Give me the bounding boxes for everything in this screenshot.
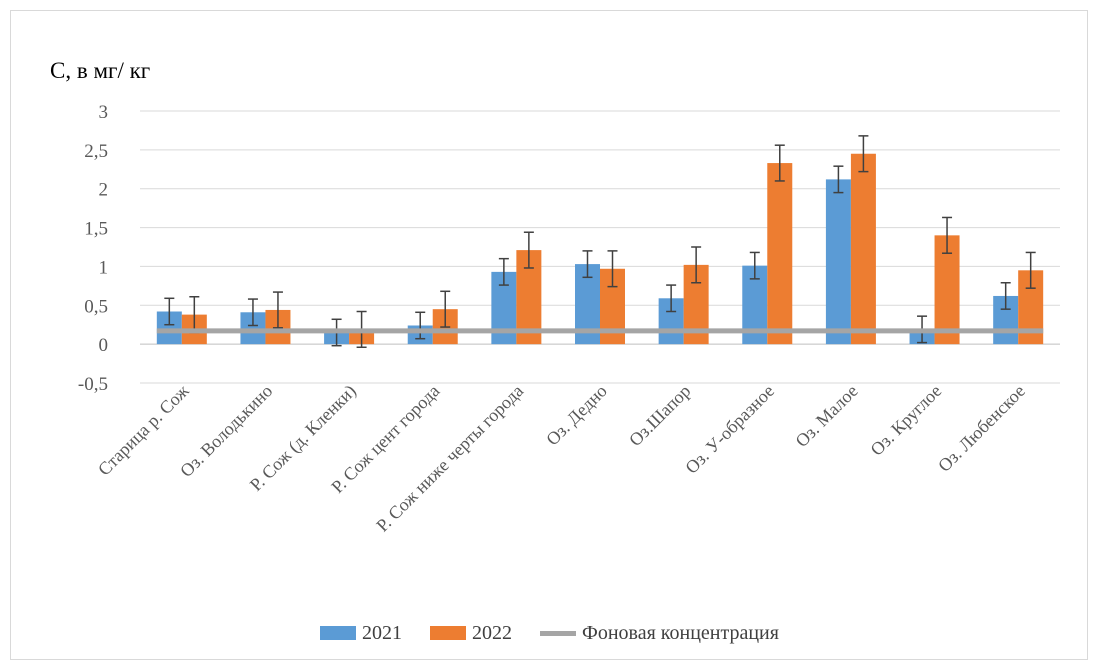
legend-item-2021: 2021 xyxy=(320,622,402,645)
error-bar-2022 xyxy=(440,290,451,328)
error-bar-2022 xyxy=(272,291,283,329)
y-tick-label: 1 xyxy=(99,257,109,278)
error-bar-2021 xyxy=(247,298,258,327)
error-bars xyxy=(164,135,1036,349)
y-axis-ticks: -0,5 0 0,5 1 1,5 2 2,5 3 xyxy=(78,102,108,395)
error-bar-2021 xyxy=(1000,281,1011,310)
y-tick-label: 2 xyxy=(99,180,109,201)
error-bar-2021 xyxy=(833,165,844,194)
legend-item-2022: 2022 xyxy=(430,622,512,645)
error-bar-2021 xyxy=(415,311,426,340)
bars xyxy=(156,153,1044,345)
y-tick-label: 3 xyxy=(99,102,109,123)
error-bar-2021 xyxy=(582,250,593,279)
y-tick-label: 0,5 xyxy=(84,296,108,317)
error-bar-2021 xyxy=(749,251,760,280)
bar-2022 xyxy=(850,153,876,345)
error-bar-2022 xyxy=(691,246,702,284)
error-bar-2021 xyxy=(498,257,509,286)
x-tick-label: Оз. У-образное xyxy=(681,381,778,478)
y-tick-label: 1,5 xyxy=(84,219,108,240)
bar-2021 xyxy=(825,179,851,345)
y-axis-title: С, в мг/ кг xyxy=(50,58,150,83)
y-tick-label: 2,5 xyxy=(84,141,108,162)
legend-label-background: Фоновая концентрация xyxy=(582,621,779,644)
x-tick-label: Р. Сож ниже черты города xyxy=(372,381,527,536)
error-bar-2022 xyxy=(607,250,618,288)
x-tick-label: Оз. Малое xyxy=(791,381,861,451)
y-tick-label: 0 xyxy=(99,335,109,356)
bar-2022 xyxy=(767,163,793,345)
legend: 2021 2022 Фоновая концентрация xyxy=(0,618,1099,648)
x-tick-label: Оз. Любенское xyxy=(934,381,1029,476)
error-bar-2021 xyxy=(164,297,175,326)
legend-swatch-2021 xyxy=(320,626,357,640)
legend-label-2022: 2022 xyxy=(472,621,513,644)
error-bar-2021 xyxy=(666,284,677,313)
error-bar-2022 xyxy=(523,231,534,269)
x-tick-label: Оз.Шапор xyxy=(625,381,694,450)
legend-label-2021: 2021 xyxy=(362,621,403,644)
x-tick-label: Оз. Дедно xyxy=(542,381,611,450)
grid-lines xyxy=(140,110,1060,384)
error-bar-2022 xyxy=(858,135,869,173)
error-bar-2022 xyxy=(1025,251,1036,289)
legend-item-background: Фоновая концентрация xyxy=(540,622,779,645)
legend-swatch-background xyxy=(540,630,577,636)
x-tick-label: Оз. Круглое xyxy=(866,381,945,460)
legend-swatch-2022 xyxy=(430,626,467,640)
y-tick-label: -0,5 xyxy=(78,374,108,395)
error-bar-2022 xyxy=(774,144,785,182)
error-bar-2022 xyxy=(942,216,953,254)
